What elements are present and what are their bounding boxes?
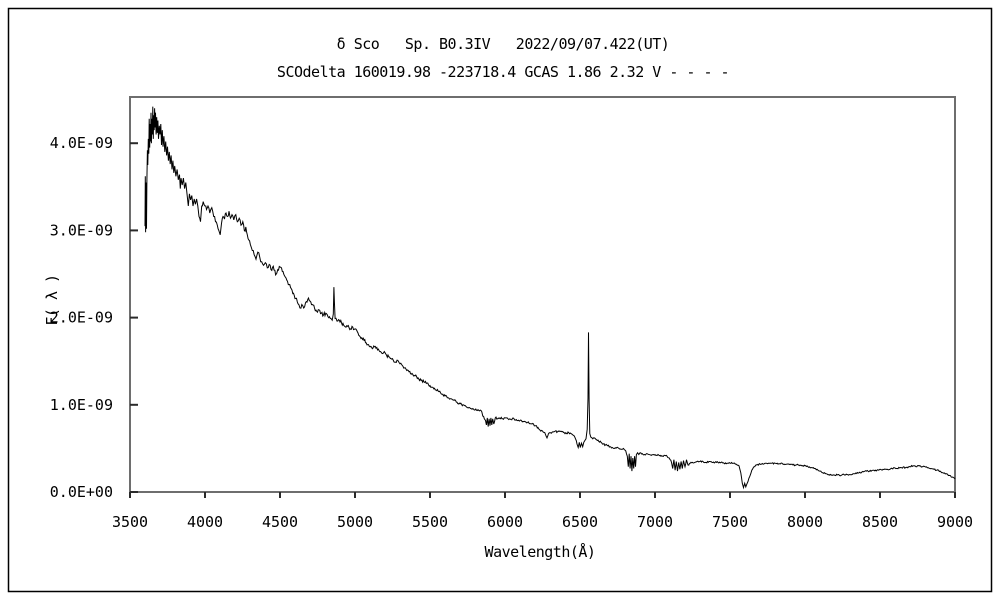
y-axis-label: F( λ ) — [43, 274, 61, 325]
y-tick-label: 4.0E-09 — [50, 134, 113, 152]
figure-border — [7, 7, 993, 593]
x-tick-label: 5000 — [337, 513, 373, 531]
x-tick-label: 5500 — [412, 513, 448, 531]
x-tick-label: 8500 — [862, 513, 898, 531]
x-tick-label: 4500 — [262, 513, 298, 531]
chart-subtitle: SCOdelta 160019.98 -223718.4 GCAS 1.86 2… — [277, 63, 729, 81]
x-tick-label: 7000 — [637, 513, 673, 531]
axis-ticks: 3500 4000 4500 5000 5500 6000 6500 7000 7500 8000… — [50, 134, 973, 531]
y-tick-label: 1.0E-09 — [50, 396, 113, 414]
x-axis-label: Wavelength(Å) — [485, 542, 596, 561]
x-tick-label: 6500 — [562, 513, 598, 531]
x-tick-label: 9000 — [937, 513, 973, 531]
plot-area-border — [129, 96, 956, 493]
x-tick-label: 8000 — [787, 513, 823, 531]
x-tick-label: 3500 — [112, 513, 148, 531]
chart-title: δ Sco Sp. B0.3IV 2022/09/07.422(UT) — [337, 35, 670, 53]
spectrum-line — [144, 106, 956, 490]
y-tick-label: 3.0E-09 — [50, 221, 113, 239]
y-tick-label: 0.0E+00 — [50, 483, 113, 501]
x-tick-label: 4000 — [187, 513, 223, 531]
x-tick-label: 7500 — [712, 513, 748, 531]
x-tick-label: 6000 — [487, 513, 523, 531]
y-tick-label: 2.0E-09 — [50, 309, 113, 327]
